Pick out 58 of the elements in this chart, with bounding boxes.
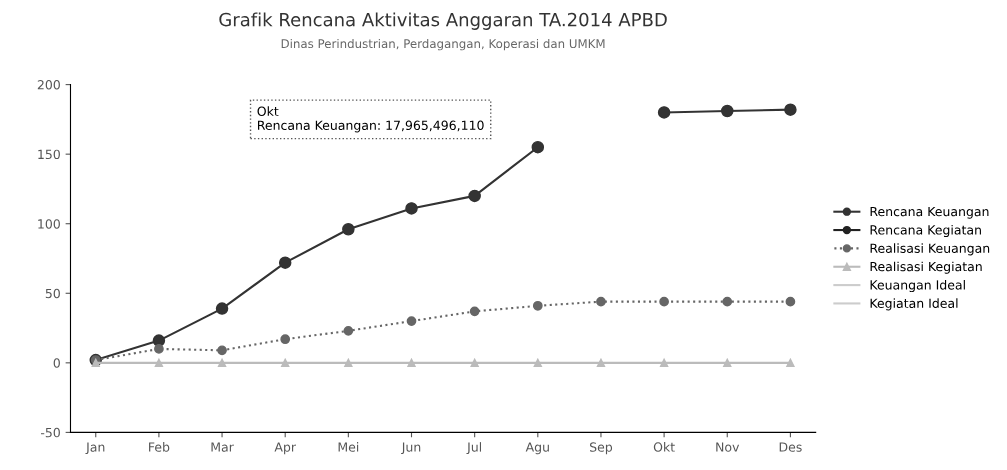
- point: [406, 316, 417, 326]
- x-tick-label: Agu: [525, 442, 549, 455]
- legend-label: Rencana Kegiatan: [870, 224, 981, 238]
- point: [278, 256, 292, 269]
- x-tick-label: Jan: [85, 442, 105, 455]
- legend-label: Realisasi Kegiatan: [870, 261, 982, 274]
- x-tick-label: Nov: [716, 442, 740, 452]
- y-tick-label: 200: [37, 80, 60, 90]
- point: [405, 202, 418, 215]
- point: [657, 106, 671, 119]
- x-tick-label: Jun: [401, 442, 421, 455]
- x-tick-label: Feb: [149, 442, 170, 452]
- point: [469, 306, 480, 317]
- chart-subtitle: Dinas Perindustrian, Perdagangan, Koperasi dan UMKM: [281, 38, 605, 51]
- x-tick-label: Sep: [590, 442, 613, 455]
- point: [785, 296, 796, 307]
- point: [531, 140, 545, 154]
- point: [154, 358, 164, 368]
- point: [596, 296, 606, 307]
- point: [343, 325, 354, 336]
- point: [154, 344, 164, 354]
- y-tick-label: 0: [53, 358, 60, 368]
- point: [344, 358, 353, 368]
- x-tick-label: Okt: [653, 442, 675, 452]
- annotation: Okt Rencana Keuangan: 17,965,496,110: [257, 106, 484, 133]
- y-tick-label: 150: [38, 149, 60, 160]
- point: [786, 358, 795, 368]
- point: [217, 358, 227, 368]
- point: [533, 358, 542, 368]
- x-tick-label: Mei: [338, 442, 359, 452]
- chart-title: Grafik Rencana Aktivitas Anggaran TA.2014 APBD: [219, 12, 667, 30]
- point: [659, 296, 669, 307]
- point: [281, 358, 290, 368]
- point: [722, 296, 733, 307]
- x-tick-label: Apr: [274, 442, 297, 455]
- point: [217, 345, 227, 356]
- point: [659, 358, 669, 368]
- point: [532, 300, 543, 311]
- point: [721, 104, 734, 118]
- point: [723, 358, 732, 368]
- point: [280, 334, 291, 345]
- point: [215, 302, 229, 315]
- point: [470, 358, 479, 368]
- point: [468, 189, 481, 203]
- y-tick-label: 100: [38, 219, 60, 229]
- x-tick-label: Jul: [466, 442, 482, 455]
- point: [407, 358, 416, 368]
- legend-label: Keuangan Ideal: [870, 279, 965, 293]
- point: [784, 103, 797, 116]
- legend-label: Realisasi Keuangan: [870, 243, 990, 256]
- legend-label: Kegiatan Ideal: [870, 298, 958, 311]
- y-tick-label: 50: [45, 288, 60, 299]
- legend-label: Rencana Keuangan: [870, 206, 989, 219]
- x-tick-label: Mar: [211, 442, 234, 452]
- y-tick-label: -50: [40, 427, 60, 438]
- x-tick-label: Des: [779, 442, 802, 452]
- point: [596, 358, 606, 368]
- point: [342, 223, 355, 236]
